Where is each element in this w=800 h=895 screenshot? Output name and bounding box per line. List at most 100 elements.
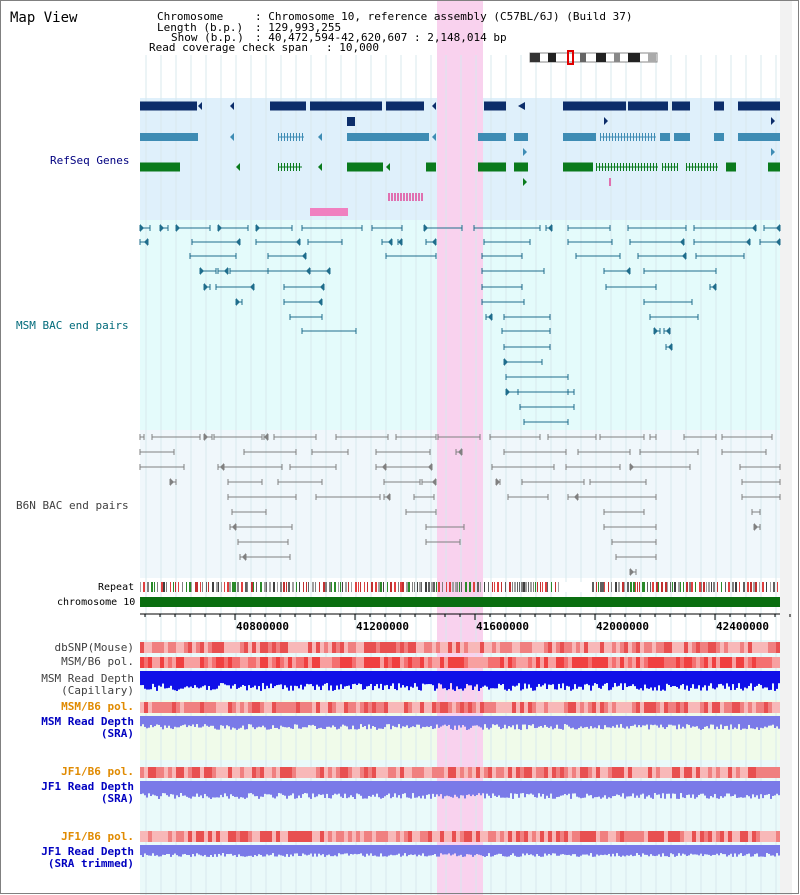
repeat-element (417, 582, 418, 592)
read-depth-bar (224, 716, 226, 729)
read-depth-bar (726, 845, 728, 857)
read-depth-bar (346, 671, 348, 686)
b6n-bac-end-pairs-label[interactable]: B6N BAC end pairs (16, 499, 129, 512)
polymorphism-cell (580, 831, 584, 842)
bac-end-arrow (666, 327, 670, 335)
polymorphism-cell (636, 702, 640, 713)
repeat-element (367, 582, 368, 592)
repeat-element (348, 582, 349, 592)
read-depth-bar (530, 716, 532, 726)
read-depth-bar (442, 845, 444, 855)
read-depth-bar (356, 716, 358, 730)
polymorphism-cell (560, 642, 564, 653)
polymorphism-cell (156, 831, 160, 842)
msm-bac-end-pairs-label[interactable]: MSM BAC end pairs (16, 319, 129, 332)
repeat-element (519, 582, 520, 592)
polymorphism-cell (548, 767, 552, 778)
msm-b6-pol-sra-label[interactable]: MSM/B6 pol. (61, 700, 134, 713)
msm-read-depth-sra-label[interactable]: MSM Read Depth (SRA) (41, 715, 134, 740)
polymorphism-cell (444, 767, 448, 778)
polymorphism-cell (220, 767, 224, 778)
refseq-genes-label[interactable]: RefSeq Genes (50, 154, 130, 167)
polymorphism-cell (452, 642, 456, 653)
read-depth-bar (350, 716, 352, 730)
read-depth-bar (204, 716, 206, 725)
read-depth-bar (600, 671, 602, 689)
polymorphism-cell (164, 702, 168, 713)
jf1-read-depth-trimmed-label[interactable]: JF1 Read Depth (SRA trimmed) (41, 845, 134, 870)
read-depth-bar (564, 671, 566, 690)
polymorphism-cell (772, 702, 776, 713)
polymorphism-cell (172, 642, 176, 653)
read-depth-bar (384, 716, 386, 728)
repeat-element (319, 582, 320, 592)
polymorphism-cell (328, 657, 332, 668)
read-depth-bar (168, 845, 170, 855)
read-depth-bar (456, 716, 458, 730)
read-depth-bar (302, 845, 304, 854)
msm-b6-pol-label[interactable]: MSM/B6 pol. (61, 655, 134, 668)
jf1-b6-pol-trimmed-label[interactable]: JF1/B6 pol. (61, 830, 134, 843)
read-depth-bar (470, 671, 472, 686)
read-depth-bar (778, 671, 780, 684)
read-depth-bar (480, 845, 482, 856)
polymorphism-cell (152, 767, 156, 778)
read-depth-bar (642, 845, 644, 854)
polymorphism-cell (352, 831, 356, 842)
read-depth-bar (740, 781, 742, 798)
polymorphism-cell (188, 831, 192, 842)
read-depth-bar (360, 845, 362, 854)
repeat-element (686, 582, 688, 592)
polymorphism-cell (176, 767, 180, 778)
polymorphism-cell (768, 767, 772, 778)
polymorphism-cell (244, 767, 248, 778)
msm-read-depth-capillary-label[interactable]: MSM Read Depth (Capillary) (41, 672, 134, 697)
polymorphism-cell (296, 831, 300, 842)
read-depth-bar (252, 781, 254, 795)
read-depth-bar (144, 845, 146, 854)
polymorphism-cell (612, 657, 616, 668)
polymorphism-cell (516, 702, 520, 713)
gene-block (563, 162, 593, 172)
polymorphism-cell (724, 767, 728, 778)
repeat-element (312, 582, 314, 592)
polymorphism-cell (200, 642, 204, 653)
polymorphism-cell (704, 642, 708, 653)
dbsnp-label[interactable]: dbSNP(Mouse) (54, 641, 134, 654)
read-depth-bar (206, 781, 208, 797)
polymorphism-cell (172, 767, 176, 778)
read-depth-bar (578, 716, 580, 728)
polymorphism-cell (716, 702, 720, 713)
read-depth-bar (704, 781, 706, 796)
jf1-read-depth-sra-label[interactable]: JF1 Read Depth (SRA) (41, 780, 134, 805)
polymorphism-cell (284, 642, 288, 653)
read-depth-bar (764, 671, 766, 688)
read-depth-bar (360, 716, 362, 725)
read-depth-bar (186, 671, 188, 687)
polymorphism-cell (432, 702, 436, 713)
read-depth-bar (696, 781, 698, 798)
read-depth-bar (758, 716, 760, 730)
read-depth-bar (336, 671, 338, 686)
read-depth-bar (436, 716, 438, 725)
jf1-b6-pol-label[interactable]: JF1/B6 pol. (61, 765, 134, 778)
polymorphism-cell (628, 702, 632, 713)
read-depth-bar (392, 781, 394, 797)
read-depth-bar (372, 671, 374, 691)
polymorphism-cell (768, 657, 772, 668)
read-depth-bar (624, 845, 626, 857)
read-depth-bar (614, 845, 616, 857)
repeat-element (600, 582, 602, 592)
polymorphism-cell (332, 831, 336, 842)
polymorphism-cell (712, 702, 716, 713)
read-depth-bar (758, 781, 760, 799)
read-depth-bar (448, 781, 450, 797)
polymorphism-cell (760, 767, 764, 778)
read-depth-bar (520, 671, 522, 691)
read-depth-bar (746, 716, 748, 730)
polymorphism-cell (676, 767, 680, 778)
gene-block (628, 101, 668, 111)
polymorphism-cell (376, 642, 380, 653)
polymorphism-cell (620, 702, 624, 713)
